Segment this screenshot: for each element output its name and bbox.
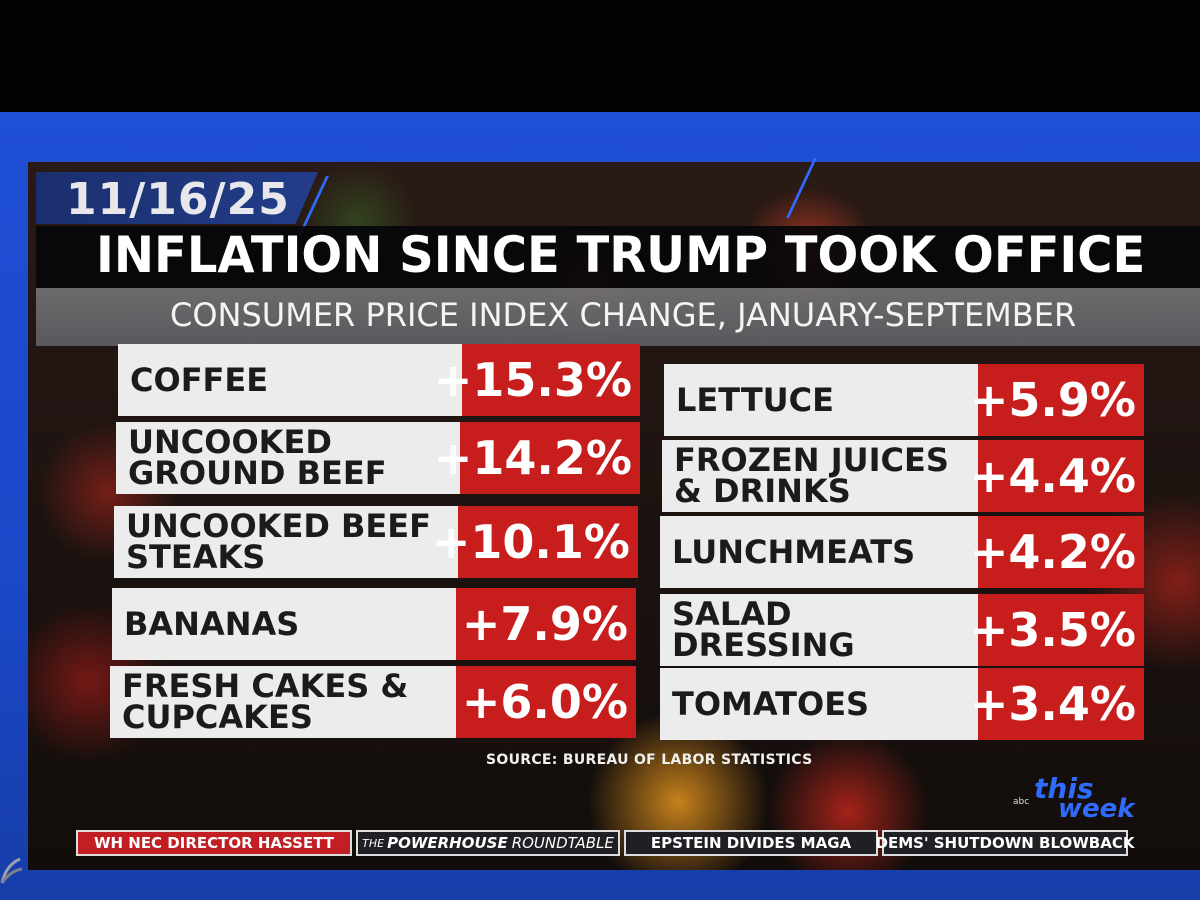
item-value: +4.2%: [970, 516, 1144, 588]
ticker-bold: POWERHOUSE: [387, 834, 508, 852]
table-row: TOMATOES +3.4%: [660, 668, 1144, 740]
item-label: FROZEN JUICES & DRINKS: [662, 440, 978, 512]
item-label: LETTUCE: [664, 364, 978, 436]
ticker-item-epstein: EPSTEIN DIVIDES MAGA: [624, 830, 878, 856]
item-value: +14.2%: [434, 422, 640, 494]
item-label: SALAD DRESSING: [660, 594, 978, 666]
subtitle-bar: [36, 288, 1200, 346]
item-value: +3.5%: [970, 594, 1144, 666]
item-label: TOMATOES: [660, 668, 978, 740]
graphic-subtitle: CONSUMER PRICE INDEX CHANGE, JANUARY-SEP…: [170, 296, 1077, 334]
title-bar: [36, 226, 1200, 288]
item-label: BANANAS: [112, 588, 456, 660]
table-row: UNCOOKED BEEF STEAKS +10.1%: [114, 506, 638, 578]
table-row: LUNCHMEATS +4.2%: [660, 516, 1144, 588]
show-logo-this: this: [1034, 772, 1094, 805]
item-label: COFFEE: [118, 344, 462, 416]
item-value: +6.0%: [456, 666, 636, 738]
item-value: +10.1%: [432, 506, 638, 578]
table-row: FRESH CAKES & CUPCAKES +6.0%: [110, 666, 636, 738]
item-value: +3.4%: [970, 668, 1144, 740]
item-label: LUNCHMEATS: [660, 516, 978, 588]
source-credit: SOURCE: BUREAU OF LABOR STATISTICS: [486, 752, 813, 768]
date-tab: [36, 172, 318, 224]
table-row: BANANAS +7.9%: [112, 588, 636, 660]
item-label: UNCOOKED BEEF STEAKS: [114, 506, 458, 578]
show-logo-week: week: [1058, 794, 1135, 824]
network-logo: abc: [1013, 797, 1030, 807]
item-label: FRESH CAKES & CUPCAKES: [110, 666, 456, 738]
ticker-item-shutdown: DEMS' SHUTDOWN BLOWBACK: [876, 830, 1134, 856]
peacock-icon: [0, 857, 23, 884]
table-row: FROZEN JUICES & DRINKS +4.4%: [662, 440, 1144, 512]
item-value: +15.3%: [434, 344, 640, 416]
table-row: COFFEE +15.3%: [118, 344, 640, 416]
item-value: +5.9%: [970, 364, 1144, 436]
broadcast-date: 11/16/25: [66, 174, 290, 225]
table-row: LETTUCE +5.9%: [664, 364, 1144, 436]
ticker-suffix: ROUNDTABLE: [511, 834, 614, 852]
tv-bezel-top: [0, 0, 1200, 120]
item-value: +7.9%: [456, 588, 636, 660]
ticker-item-roundtable: THE POWERHOUSE ROUNDTABLE: [356, 830, 620, 856]
item-label: UNCOOKED GROUND BEEF: [116, 422, 460, 494]
table-row: UNCOOKED GROUND BEEF +14.2%: [116, 422, 640, 494]
table-row: SALAD DRESSING +3.5%: [660, 594, 1144, 666]
ticker-prefix: THE: [362, 836, 385, 850]
item-value: +4.4%: [970, 440, 1144, 512]
ticker-item-hassett: WH NEC DIRECTOR HASSETT: [76, 830, 352, 856]
graphic-title: INFLATION SINCE TRUMP TOOK OFFICE: [96, 226, 1146, 284]
